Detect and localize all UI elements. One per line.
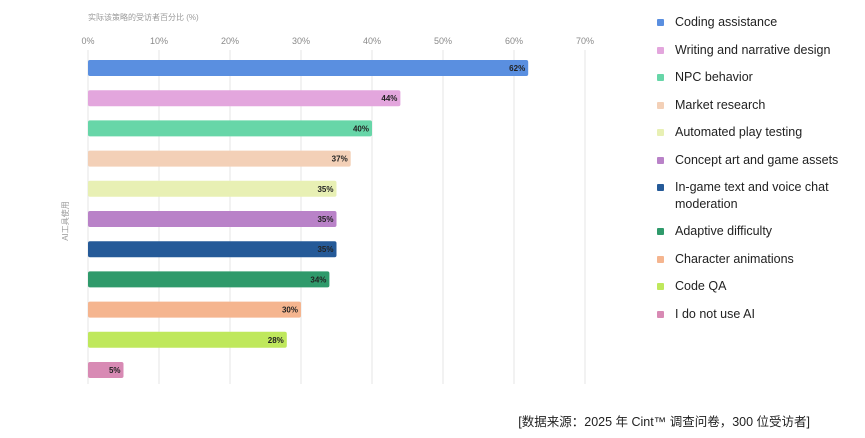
legend-swatch (657, 101, 664, 109)
x-tick-label: 30% (292, 36, 310, 46)
y-axis-label: AI工具使用 (60, 201, 70, 241)
bar (88, 120, 372, 137)
x-tick-label: 50% (434, 36, 452, 46)
legend-item: NPC behavior (657, 69, 857, 86)
bar (88, 211, 337, 227)
bar (88, 331, 287, 348)
legend-swatch (657, 74, 664, 81)
chart-title: 实际该策略的受访者百分比 (%) (88, 12, 199, 22)
legend-item: Automated play testing (657, 124, 857, 141)
bar (88, 180, 337, 197)
legend-item: Concept art and game assets (657, 152, 857, 169)
bar-value-label: 62% (509, 64, 525, 73)
legend-swatch (657, 156, 664, 164)
legend-item: Adaptive difficulty (657, 223, 857, 240)
legend-swatch (657, 46, 664, 54)
legend-label: I do not use AI (675, 306, 755, 321)
bar-value-label: 28% (268, 336, 284, 345)
legend-swatch (657, 184, 664, 191)
bar (88, 362, 124, 378)
legend-swatch (657, 255, 664, 263)
legend-swatch (657, 129, 664, 136)
bar (88, 301, 301, 318)
legend-swatch (657, 19, 664, 26)
source-note: [数据来源：2025 年 Cint™ 调查问卷，300 位受访者] (518, 415, 810, 429)
bar-value-label: 37% (332, 155, 348, 164)
legend-item: Coding assistance (657, 14, 857, 31)
bar-value-label: 35% (317, 215, 333, 224)
legend-swatch (657, 310, 664, 318)
legend: Coding assistance Writing and narrative d… (657, 14, 857, 322)
legend-label: Coding assistance (675, 15, 778, 29)
legend-item: Code QA (657, 278, 857, 295)
legend-swatch (657, 283, 664, 290)
legend-item: In-game text and voice chat moderation (657, 179, 857, 212)
bar (88, 90, 401, 107)
legend-item: Market research (657, 97, 857, 114)
legend-item: Character animations (657, 251, 857, 268)
bar-value-label: 44% (381, 94, 397, 103)
x-tick-label: 10% (150, 36, 168, 46)
legend-label: Writing and narrative design (675, 42, 831, 57)
x-tick-label: 20% (221, 36, 239, 46)
bar-value-label: 35% (317, 185, 333, 194)
bar-value-label: 35% (317, 245, 333, 254)
bar-value-label: 5% (109, 366, 121, 375)
legend-swatch (657, 228, 664, 235)
bar-chart: 实际该策略的受访者百分比 (%) AI工具使用 0% 10% 20% 30% 40% 50… (60, 12, 594, 384)
bars: 62% 44% 40% 37% 35% 35% 35% 34% 30% 28% 5% (88, 60, 529, 378)
legend-label: In-game text and voice chat moderation (675, 180, 829, 211)
bar (88, 271, 330, 288)
legend-label: Automated play testing (675, 125, 803, 139)
x-axis-ticks: 0% 10% 20% 30% 40% 50% 60% 70% (81, 36, 594, 46)
legend-label: Code QA (675, 279, 727, 293)
legend-item: Writing and narrative design (657, 42, 857, 59)
bar (88, 60, 529, 76)
bar-value-label: 40% (353, 124, 369, 133)
x-tick-label: 70% (576, 36, 594, 46)
bar-value-label: 34% (310, 275, 326, 284)
bar-value-label: 30% (282, 306, 298, 315)
x-tick-label: 60% (505, 36, 523, 46)
legend-label: NPC behavior (675, 70, 753, 84)
x-tick-label: 0% (81, 36, 94, 46)
legend-label: Character animations (675, 251, 794, 266)
bar (88, 150, 351, 167)
legend-label: Market research (675, 97, 766, 112)
bar (88, 241, 337, 258)
x-tick-label: 40% (363, 36, 381, 46)
legend-label: Adaptive difficulty (675, 224, 773, 238)
legend-label: Concept art and game assets (675, 152, 839, 167)
legend-item: I do not use AI (657, 306, 857, 323)
